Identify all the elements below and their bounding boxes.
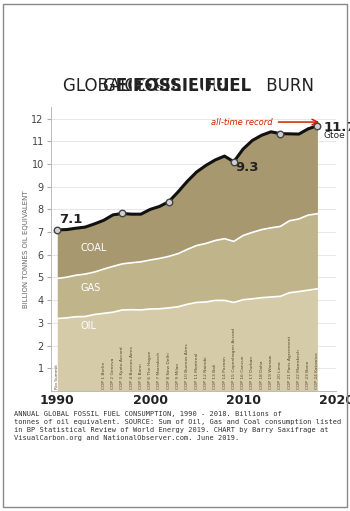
Text: COP 12 Nairobi: COP 12 Nairobi	[204, 357, 208, 389]
Text: COP 23 Bonn: COP 23 Bonn	[306, 361, 310, 389]
Text: COP 4 Buenos Aires: COP 4 Buenos Aires	[130, 346, 134, 389]
Point	[315, 122, 320, 130]
Point	[55, 226, 60, 234]
Text: Gtoe: Gtoe	[324, 131, 346, 140]
Text: COP 7 Marrakech: COP 7 Marrakech	[158, 352, 161, 389]
Text: 9.3: 9.3	[236, 161, 259, 174]
Text: GLOBAL: GLOBAL	[103, 77, 175, 95]
Text: FOSSIL FUEL: FOSSIL FUEL	[133, 77, 251, 95]
Text: COP 8 New Delhi: COP 8 New Delhi	[167, 353, 171, 389]
Text: COP 15 Copenhagen Accord: COP 15 Copenhagen Accord	[232, 328, 236, 389]
Text: COP 16 Cancun: COP 16 Cancun	[241, 356, 245, 389]
Text: COP 19 Warsaw: COP 19 Warsaw	[269, 355, 273, 389]
Text: COP 11 Montreal: COP 11 Montreal	[195, 353, 199, 389]
Text: COP 17 Durban: COP 17 Durban	[250, 356, 254, 389]
Text: COP 9 Milan: COP 9 Milan	[176, 363, 180, 389]
Text: COP 5 Bonn: COP 5 Bonn	[139, 363, 143, 389]
Text: Rio Summit: Rio Summit	[55, 364, 59, 389]
Point	[231, 158, 237, 166]
Text: COP 1 Berlin: COP 1 Berlin	[102, 362, 106, 389]
Text: all-time record: all-time record	[211, 118, 273, 127]
Text: COP 13 Bali: COP 13 Bali	[213, 364, 217, 389]
Text: COP 22 Marrakech: COP 22 Marrakech	[297, 349, 301, 389]
Text: COP 6 The Hague: COP 6 The Hague	[148, 351, 152, 389]
Text: OIL: OIL	[80, 321, 97, 331]
Text: COAL: COAL	[80, 243, 107, 253]
Text: FOSSIL FUEL: FOSSIL FUEL	[67, 77, 283, 95]
Point	[166, 198, 172, 206]
Y-axis label: BILLION TONNES OIL EQUIVALENT: BILLION TONNES OIL EQUIVALENT	[23, 190, 29, 308]
Text: COP 20 Lima: COP 20 Lima	[278, 361, 282, 389]
Text: COP 21 Paris Agreement: COP 21 Paris Agreement	[288, 336, 292, 389]
Text: ANNUAL GLOBAL FOSSIL FUEL CONSUMPTION, 1990 - 2018. Billions of
tonnes of oil eq: ANNUAL GLOBAL FOSSIL FUEL CONSUMPTION, 1…	[14, 411, 341, 442]
Text: BURN: BURN	[261, 77, 314, 95]
Point	[278, 130, 283, 138]
Point	[119, 210, 125, 218]
Text: GLOBAL: GLOBAL	[63, 77, 135, 95]
Text: COP 10 Buenos Aires: COP 10 Buenos Aires	[186, 343, 189, 389]
Text: COP 18 Doha: COP 18 Doha	[260, 361, 264, 389]
Text: COP 24 Katowice: COP 24 Katowice	[315, 352, 320, 389]
Text: 7.1: 7.1	[59, 214, 83, 226]
Text: 11.7: 11.7	[324, 121, 350, 134]
Text: COP 3 Kyoto Accord: COP 3 Kyoto Accord	[120, 346, 124, 389]
Text: COP 2 Geneva: COP 2 Geneva	[111, 358, 115, 389]
Text: GAS: GAS	[80, 283, 101, 293]
Text: FOSSIL FUEL: FOSSIL FUEL	[116, 77, 234, 95]
Text: COP 14 Poznan: COP 14 Poznan	[223, 356, 226, 389]
